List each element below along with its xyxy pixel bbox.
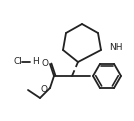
Text: NH: NH — [109, 44, 122, 53]
Text: Cl: Cl — [14, 57, 23, 67]
Text: H: H — [32, 57, 39, 67]
Text: O: O — [42, 58, 49, 68]
Text: O: O — [40, 84, 47, 94]
